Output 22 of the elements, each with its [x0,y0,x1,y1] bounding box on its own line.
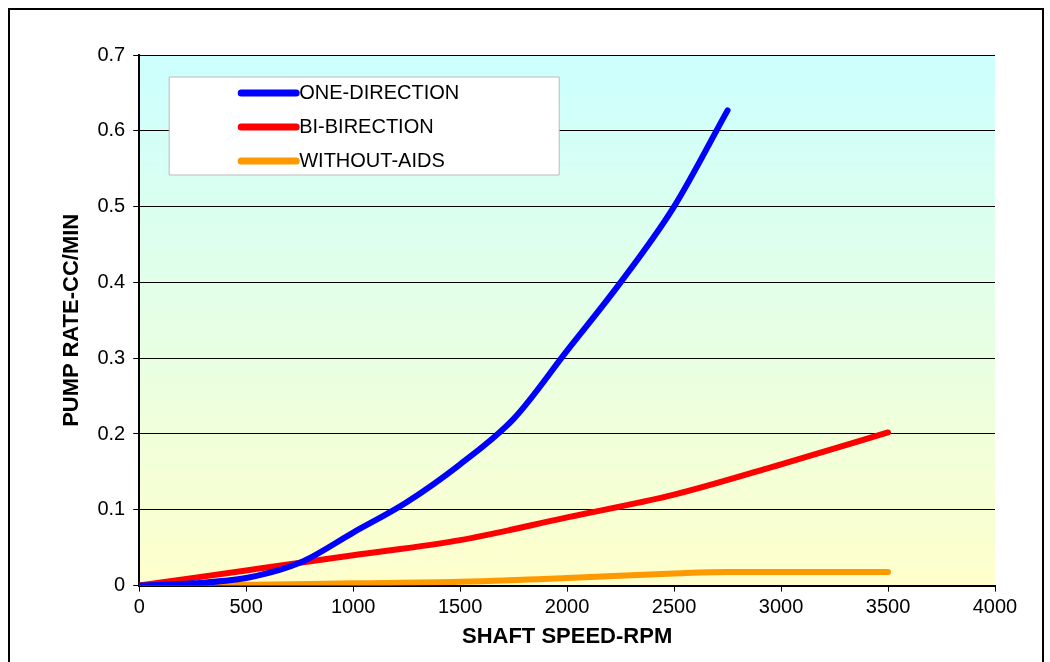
y-tick-label: 0 [114,573,126,596]
y-tick-label: 0.1 [97,497,126,520]
x-tick-label: 3000 [758,595,804,618]
legend-label: ONE-DIRECTION [299,80,460,103]
y-tick-label: 0.3 [97,345,126,368]
x-axis-title: SHAFT SPEED-RPM [461,622,673,648]
y-tick-label: 0.6 [97,118,126,141]
x-tick-label: 3500 [865,595,911,618]
y-tick-label: 0.4 [97,269,126,292]
x-tick-label: 1500 [437,595,483,618]
y-tick-label: 0.5 [97,194,126,217]
legend-label: BI-BIRECTION [299,114,434,137]
y-tick-label: 0.7 [97,42,126,65]
x-tick-label: 0 [133,595,145,618]
x-tick-label: 500 [229,595,263,618]
y-axis-title: PUMP RATE-CC/MIN [58,213,84,427]
x-tick-label: 4000 [972,595,1018,618]
legend-label: WITHOUT-AIDS [299,148,445,171]
x-tick-label: 2000 [544,595,590,618]
y-tick-label: 0.2 [97,421,126,444]
x-tick-label: 1000 [330,595,376,618]
x-tick-label: 2500 [651,595,697,618]
